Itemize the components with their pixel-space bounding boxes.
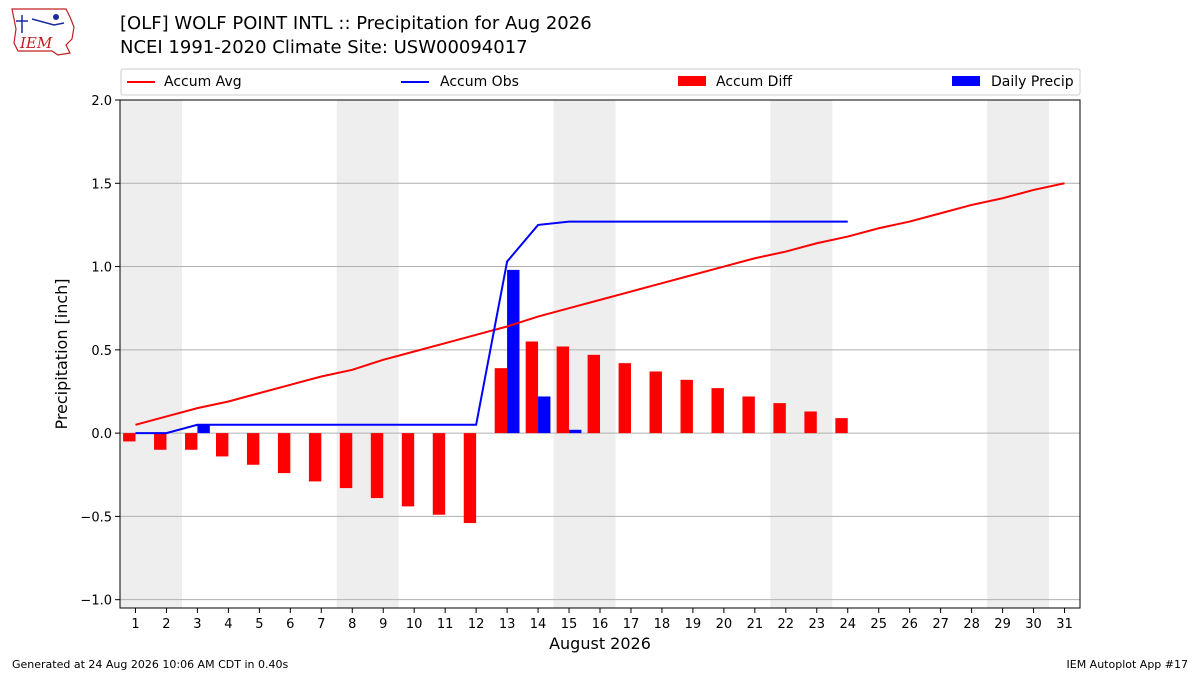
x-tick-label: 14 (530, 617, 547, 632)
x-tick-label: 20 (716, 617, 733, 632)
x-tick-label: 10 (406, 617, 423, 632)
y-tick-label: 0.5 (91, 344, 112, 359)
x-axis: 1 2 3 4 5 6 7 8 9 10 11 12 13 14 15 16 17 18 19 20 21 22 23 24 2… (131, 608, 1073, 632)
accum-diff-bar-day-15 (556, 346, 570, 434)
accum-diff-bar-day-24 (835, 418, 848, 434)
x-axis-label: August 2026 (549, 634, 651, 653)
accum-diff-bar-day-19 (680, 379, 693, 434)
x-tick-label: 12 (468, 617, 485, 632)
accum-diff-bar-day-5 (246, 433, 260, 465)
y-tick-label: 1.0 (91, 261, 112, 276)
y-axis: −1.0 −0.5 0.0 0.5 1.0 1.5 2.0 (80, 94, 120, 609)
legend-swatch-daily-precip (952, 76, 980, 86)
x-tick-label: 25 (870, 617, 887, 632)
x-tick-label: 8 (348, 617, 356, 632)
x-tick-label: 31 (1056, 617, 1073, 632)
daily-precip-bar-day-3 (197, 424, 210, 434)
accum-diff-bar-day-17 (618, 363, 631, 434)
accum-diff-bar-day-1 (123, 433, 136, 442)
logo-text: IEM (19, 34, 53, 52)
x-tick-label: 29 (994, 617, 1011, 632)
x-tick-label: 17 (623, 617, 640, 632)
accum-diff-bar-day-10 (401, 433, 415, 507)
accum-diff-bar-day-8 (339, 433, 353, 489)
iem-logo: IEM (8, 5, 80, 61)
x-tick-label: 19 (685, 617, 702, 632)
legend: Accum Avg Accum Obs Accum Diff Daily Precip (120, 68, 1081, 96)
accum-diff-bar-day-11 (432, 433, 446, 515)
daily-precip-bar-day-14 (538, 396, 551, 434)
shade-band-0 (120, 100, 182, 608)
x-tick-label: 27 (932, 617, 949, 632)
accum-diff-bar-day-21 (742, 396, 755, 434)
bars (123, 269, 848, 524)
x-tick-label: 24 (839, 617, 856, 632)
x-tick-label: 26 (901, 617, 918, 632)
accum-diff-bar-day-16 (587, 354, 600, 434)
x-tick-label: 21 (747, 617, 764, 632)
x-tick-label: 18 (654, 617, 671, 632)
shade-band-1 (336, 100, 399, 608)
accum-diff-bar-day-3 (185, 433, 198, 450)
x-tick-label: 6 (286, 617, 294, 632)
y-tick-label: −1.0 (80, 594, 112, 609)
accum-diff-bar-day-12 (463, 433, 477, 524)
y-axis-label: Precipitation [inch] (52, 278, 71, 429)
x-tick-label: 2 (162, 617, 170, 632)
accum-diff-bar-day-7 (308, 433, 322, 482)
x-tick-label: 16 (592, 617, 609, 632)
generated-timestamp: Generated at 24 Aug 2026 10:06 AM CDT in… (12, 658, 289, 671)
legend-label-accum-avg: Accum Avg (164, 74, 242, 90)
accum-diff-bar-day-14 (525, 341, 539, 434)
accum-diff-bar-day-6 (277, 433, 291, 474)
weekend-shading (120, 100, 1050, 608)
x-tick-label: 28 (963, 617, 980, 632)
accum-diff-bar-day-20 (711, 388, 724, 434)
y-tick-label: −0.5 (80, 510, 112, 525)
legend-label-daily-precip: Daily Precip (991, 74, 1074, 90)
legend-label-accum-diff: Accum Diff (716, 74, 792, 90)
x-tick-label: 9 (379, 617, 387, 632)
app-label: IEM Autoplot App #17 (1066, 658, 1189, 671)
accum-obs-line (135, 220, 848, 435)
x-tick-label: 11 (437, 617, 454, 632)
x-tick-label: 7 (317, 617, 325, 632)
accum-diff-bar-day-18 (649, 371, 662, 434)
legend-box (120, 68, 1081, 96)
accum-avg-line (135, 182, 1065, 426)
shade-band-4 (987, 100, 1050, 608)
x-tick-label: 1 (131, 617, 139, 632)
accum-diff-bar-day-9 (370, 433, 384, 499)
chart-title: [OLF] WOLF POINT INTL :: Precipitation f… (120, 13, 592, 34)
x-tick-label: 5 (255, 617, 263, 632)
daily-precip-bar-day-15 (569, 429, 582, 434)
x-tick-label: 4 (224, 617, 232, 632)
x-tick-label: 30 (1025, 617, 1042, 632)
x-tick-label: 23 (809, 617, 826, 632)
y-tick-label: 1.5 (91, 177, 112, 192)
accum-diff-bar-day-4 (216, 433, 229, 457)
series-lines (135, 182, 1065, 435)
chart-subtitle: NCEI 1991-2020 Climate Site: USW00094017 (120, 37, 528, 58)
legend-label-accum-obs: Accum Obs (440, 74, 519, 90)
shade-band-3 (770, 100, 833, 608)
daily-precip-bar-day-13 (507, 269, 520, 434)
x-tick-label: 3 (193, 617, 201, 632)
accum-diff-bar-day-13 (494, 368, 508, 434)
y-tick-label: 0.0 (91, 427, 112, 442)
legend-swatch-accum-diff (678, 76, 706, 86)
accum-diff-bar-day-23 (804, 411, 817, 434)
x-tick-label: 22 (778, 617, 795, 632)
x-tick-label: 13 (499, 617, 516, 632)
accum-diff-bar-day-2 (154, 433, 167, 450)
accum-diff-bar-day-22 (773, 403, 786, 434)
x-tick-label: 15 (561, 617, 578, 632)
y-tick-label: 2.0 (91, 94, 112, 109)
